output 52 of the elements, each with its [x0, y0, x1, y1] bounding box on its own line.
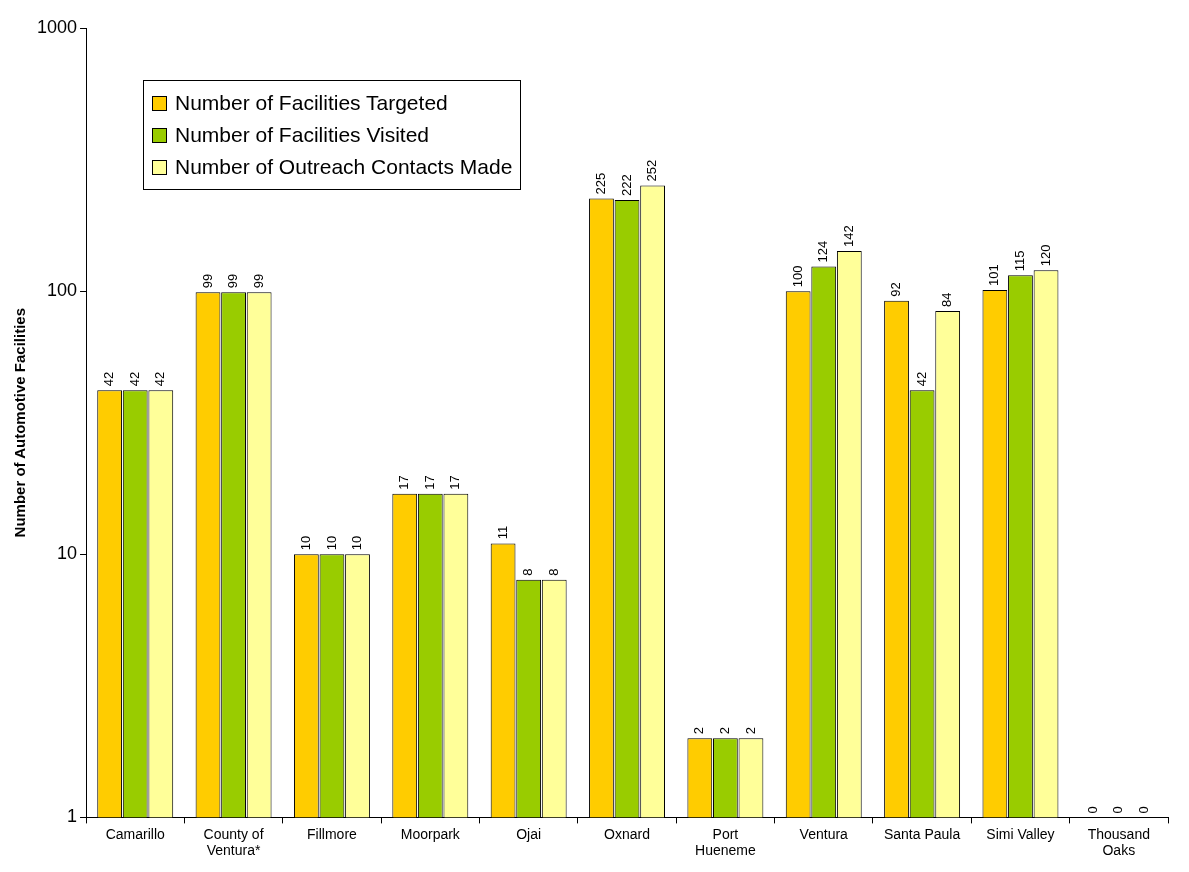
data-label: 42	[126, 371, 142, 387]
data-label: 84	[939, 292, 955, 308]
data-label: 124	[815, 240, 831, 263]
data-label: 99	[250, 273, 266, 289]
data-label: 11	[494, 525, 510, 540]
x-tick-label: Moorpark	[400, 825, 461, 842]
data-label: 99	[225, 273, 241, 289]
data-label: 10	[323, 535, 339, 551]
y-tick-label: 1000	[37, 16, 78, 37]
data-label: 225	[593, 172, 609, 195]
text: 0	[1084, 806, 1100, 814]
x-tick-label: Fillmore	[307, 825, 358, 842]
data-label: 100	[789, 265, 805, 288]
data-label: 120	[1037, 244, 1053, 267]
x-tick-label: Thousand Oaks	[1087, 825, 1150, 859]
data-label: 42	[152, 371, 168, 387]
data-label: 10	[297, 535, 313, 551]
x-tick-label: Simi Valley	[986, 825, 1055, 842]
x-tick-label: County of Ventura*	[203, 825, 264, 859]
data-label: 142	[840, 225, 856, 248]
legend-label: Number of Facilities Visited	[175, 123, 430, 147]
data-label: 8	[520, 568, 536, 576]
data-label: 92	[888, 282, 904, 297]
x-tick-label: Port Hueneme	[695, 825, 756, 859]
x-tick-label: Ojai	[516, 825, 542, 842]
data-label: 42	[101, 371, 117, 387]
x-tick-label: Oxnard	[604, 825, 650, 842]
text: 0	[1135, 806, 1151, 814]
data-label: 17	[421, 475, 437, 490]
legend-label: Number of Facilities Targeted	[175, 91, 448, 115]
data-label: 17	[447, 475, 463, 490]
text: 0	[1110, 806, 1126, 814]
data-label: 101	[986, 264, 1002, 286]
y-tick-label: 10	[57, 543, 78, 564]
data-label: 8	[545, 568, 561, 576]
legend-label: Number of Outreach Contacts Made	[175, 155, 513, 179]
data-label: 10	[349, 535, 365, 551]
x-tick-label: Santa Paula	[883, 825, 961, 842]
data-label: 222	[618, 174, 634, 196]
x-tick-label: Ventura	[799, 825, 849, 842]
data-label: 2	[742, 726, 758, 735]
y-axis-title: Number of Automotive Facilities	[11, 307, 29, 538]
data-label: 2	[716, 726, 732, 735]
y-tick-label: 100	[47, 280, 78, 301]
x-tick-label: Camarillo	[105, 825, 165, 842]
data-label: 252	[644, 159, 660, 182]
data-label: 17	[396, 475, 412, 490]
data-label: 99	[199, 273, 215, 289]
y-tick-label: 1	[67, 806, 78, 827]
data-label: 115	[1012, 250, 1028, 272]
data-label: 42	[913, 371, 929, 387]
data-label: 2	[691, 726, 707, 735]
